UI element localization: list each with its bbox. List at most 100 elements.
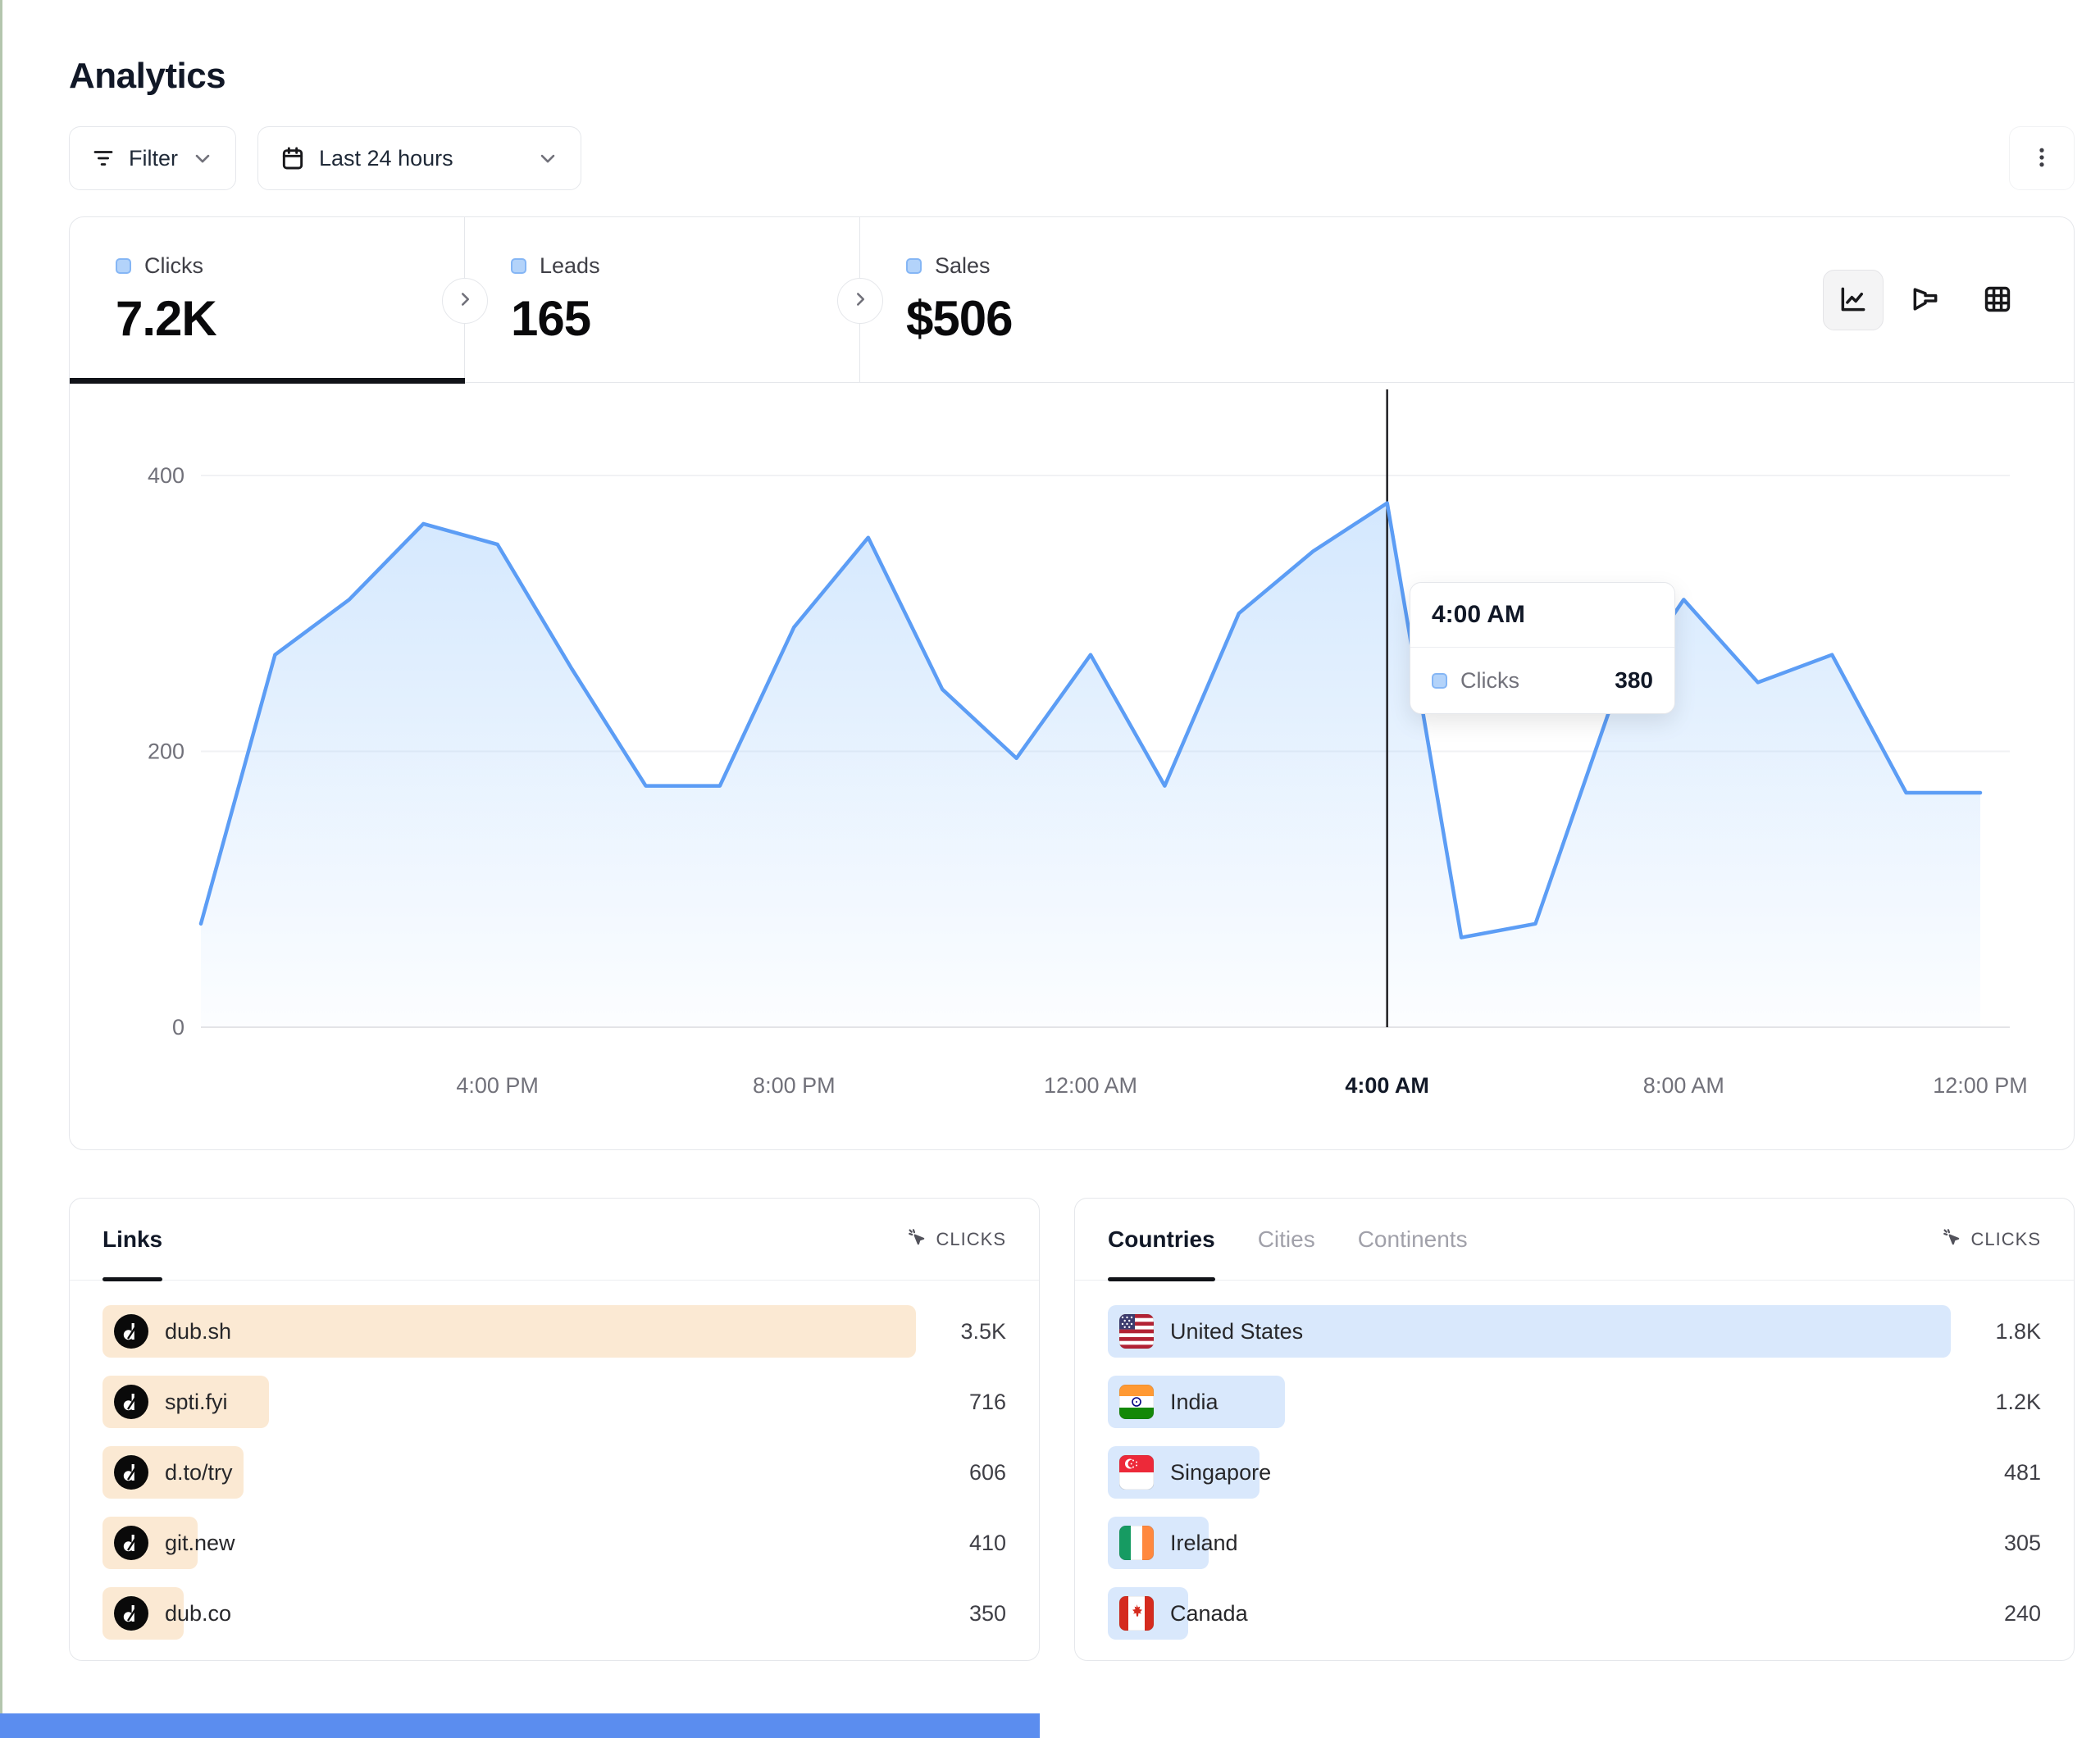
us-flag: [1119, 1314, 1154, 1349]
clicks-cursor-icon: [1940, 1226, 1963, 1253]
filter-button[interactable]: Filter: [69, 126, 236, 190]
stat-legend-swatch: [116, 258, 131, 274]
tab-links-label: Links: [102, 1226, 163, 1252]
grid-icon: [1982, 284, 2013, 317]
expand-stat-button[interactable]: [442, 278, 488, 324]
item-value: 240: [2003, 1600, 2041, 1626]
list-item[interactable]: Singapore 481: [1108, 1446, 2041, 1499]
analytics-page: Analytics Filter Last 24 hours Clicks 7.2…: [69, 0, 2075, 1661]
stat-tab-sales[interactable]: Sales $506: [860, 217, 1255, 382]
date-range-label: Last 24 hours: [319, 145, 453, 171]
list-item[interactable]: git.new 410: [102, 1517, 1006, 1569]
line-chart-view-button[interactable]: [1823, 270, 1884, 330]
item-value: 1.2K: [1995, 1389, 2041, 1414]
filter-icon: [91, 146, 116, 171]
item-label: Canada: [1170, 1600, 1248, 1626]
analytics-card: Clicks 7.2K Leads 165 Sales $506 400 200 0 4:00 …: [69, 216, 2075, 1150]
stat-legend-swatch: [906, 258, 922, 274]
page-title: Analytics: [69, 56, 226, 96]
tooltip-series-row: Clicks 380: [1410, 648, 1674, 713]
item-label: dub.co: [165, 1600, 232, 1626]
chart-tooltip: 4:00 AM Clicks 380: [1410, 582, 1675, 714]
chevron-right-icon: [850, 289, 871, 314]
expand-stat-button[interactable]: [837, 278, 883, 324]
tab-links[interactable]: Links: [102, 1199, 163, 1281]
bottom-accent-strip: [0, 1713, 1040, 1738]
grid-view-button[interactable]: [1967, 270, 2028, 330]
value-bar: [1108, 1305, 1951, 1358]
stat-value: 165: [511, 291, 591, 346]
links-list: dub.sh 3.5K spti.fyi 716 d.to/try 606 git.new 4…: [70, 1281, 1039, 1640]
breakdown-panels: Links CLICKS dub.sh 3.5K spti.fyi 716 d.to/t…: [69, 1198, 2075, 1661]
funnel-icon: [1910, 284, 1941, 317]
item-value: 1.8K: [1995, 1318, 2041, 1344]
bar-track: Singapore: [1108, 1446, 1951, 1499]
links-panel-header: Links CLICKS: [70, 1199, 1039, 1281]
window-edge-accent: [0, 0, 2, 1738]
tab-label: Cities: [1257, 1226, 1315, 1252]
tab-countries[interactable]: Countries: [1108, 1199, 1215, 1281]
stat-tab-leads[interactable]: Leads 165: [465, 217, 860, 382]
countries-metric-selector[interactable]: CLICKS: [1940, 1226, 2041, 1253]
tab-cities[interactable]: Cities: [1258, 1199, 1315, 1280]
countries-tabs: Countries Cities Continents: [1108, 1199, 1468, 1281]
list-item[interactable]: d.to/try 606: [102, 1446, 1006, 1499]
x-axis-tick: 4:00 PM: [456, 1073, 539, 1098]
item-value: 481: [2003, 1459, 2041, 1485]
item-label: dub.sh: [165, 1318, 232, 1344]
tab-label: Continents: [1357, 1226, 1468, 1252]
x-axis-tick: 8:00 PM: [753, 1073, 836, 1098]
clicks-chart[interactable]: 400 200 0 4:00 PM 8:00 PM 12:00 AM 4:00 AM 8:00…: [70, 383, 2074, 1149]
stat-label: Clicks: [144, 253, 203, 278]
chevron-down-icon: [536, 147, 559, 170]
y-axis-tick: 200: [148, 739, 184, 764]
stats-tabs-row: Clicks 7.2K Leads 165 Sales $506: [70, 217, 2074, 384]
countries-metric-label: CLICKS: [1970, 1228, 2041, 1249]
x-axis-tick: 12:00 AM: [1044, 1073, 1137, 1098]
tab-continents[interactable]: Continents: [1358, 1199, 1468, 1280]
toolbar: Filter Last 24 hours: [69, 126, 2075, 190]
bar-track: dub.co: [102, 1587, 916, 1640]
india-flag: [1119, 1385, 1154, 1419]
dub-logo-icon: [114, 1526, 148, 1560]
chevron-right-icon: [454, 289, 476, 314]
kebab-menu-icon: [2029, 145, 2054, 172]
area-chart-canvas[interactable]: 400 200 0 4:00 PM 8:00 PM 12:00 AM 4:00 AM 8:00…: [70, 383, 2075, 1149]
list-item[interactable]: spti.fyi 716: [102, 1376, 1006, 1428]
more-options-button[interactable]: [2009, 126, 2075, 190]
chevron-down-icon: [191, 147, 214, 170]
links-metric-selector[interactable]: CLICKS: [905, 1226, 1006, 1253]
singapore-flag: [1119, 1455, 1154, 1490]
list-item[interactable]: Canada 240: [1108, 1587, 2041, 1640]
stat-tab-clicks[interactable]: Clicks 7.2K: [70, 217, 465, 384]
item-label: United States: [1170, 1318, 1304, 1344]
list-item[interactable]: Ireland 305: [1108, 1517, 2041, 1569]
tooltip-series-label: Clicks: [1460, 667, 1519, 693]
countries-list: United States 1.8K India 1.2K Singapore 481 Ir…: [1075, 1281, 2074, 1640]
item-value: 350: [968, 1600, 1006, 1626]
list-item[interactable]: dub.sh 3.5K: [102, 1305, 1006, 1358]
countries-panel: Countries Cities Continents CLICKS United …: [1074, 1198, 2075, 1661]
bar-track: spti.fyi: [102, 1376, 916, 1428]
canada-flag: [1119, 1596, 1154, 1631]
list-item[interactable]: India 1.2K: [1108, 1376, 2041, 1428]
ireland-flag: [1119, 1526, 1154, 1560]
bar-track: dub.sh: [102, 1305, 916, 1358]
y-axis-tick: 400: [148, 463, 184, 488]
funnel-view-button[interactable]: [1895, 270, 1956, 330]
date-range-button[interactable]: Last 24 hours: [257, 126, 581, 190]
filter-button-label: Filter: [129, 145, 178, 171]
bar-track: India: [1108, 1376, 1951, 1428]
bar-track: Canada: [1108, 1587, 1951, 1640]
list-item[interactable]: United States 1.8K: [1108, 1305, 2041, 1358]
item-label: git.new: [165, 1530, 235, 1555]
item-label: Singapore: [1170, 1459, 1272, 1485]
list-item[interactable]: dub.co 350: [102, 1587, 1006, 1640]
bar-track: d.to/try: [102, 1446, 916, 1499]
stat-value: 7.2K: [116, 291, 217, 346]
item-value: 3.5K: [960, 1318, 1006, 1344]
stat-value: $506: [906, 291, 1013, 346]
links-tabs: Links: [102, 1199, 163, 1281]
x-axis-tick: 4:00 AM: [1345, 1073, 1429, 1098]
item-value: 606: [968, 1459, 1006, 1485]
